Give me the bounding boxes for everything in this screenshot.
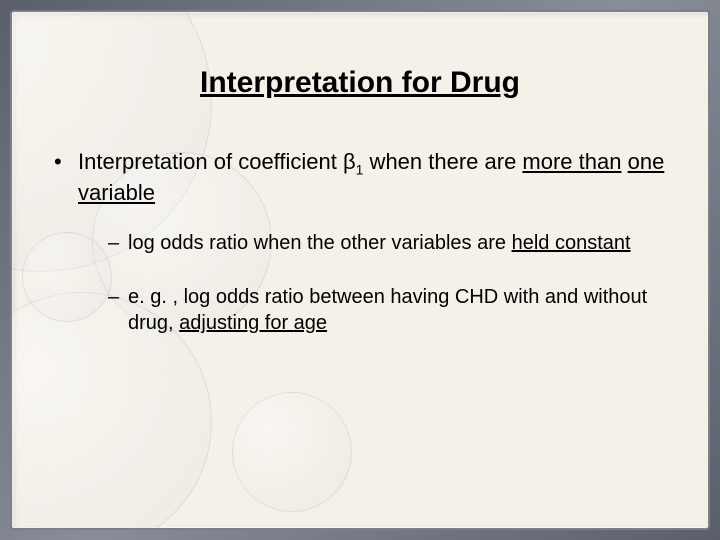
bullet-item: Interpretation of coefficient β1 when th… [54,148,676,336]
sub-bullet-underline: adjusting for age [179,312,327,334]
bullet-underline: more than [522,149,621,174]
bullet-text: Interpretation of coefficient [78,149,343,174]
slide-frame: Interpretation for Drug Interpretation o… [10,10,710,530]
bullet-list: Interpretation of coefficient β1 when th… [44,148,676,336]
bullet-text: when there are [363,149,522,174]
slide-content: Interpretation for Drug Interpretation o… [44,66,676,336]
bg-circle [232,392,352,512]
beta-symbol: β [343,149,356,174]
sub-bullet-list: log odds ratio when the other variables … [78,230,676,336]
sub-bullet-text: log odds ratio when the other variables … [128,232,512,254]
sub-bullet-item: log odds ratio when the other variables … [108,230,676,256]
sub-bullet-item: e. g. , log odds ratio between having CH… [108,284,676,336]
slide-title: Interpretation for Drug [44,66,676,100]
sub-bullet-underline: held constant [512,232,631,254]
